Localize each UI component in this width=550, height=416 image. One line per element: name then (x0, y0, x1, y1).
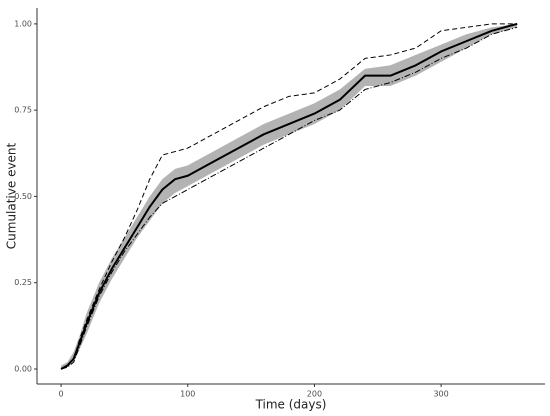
series-line (60, 26, 518, 370)
x-tick-label: 200 (307, 390, 322, 399)
series-line (60, 22, 518, 370)
x-axis-title: Time (days) (255, 398, 327, 412)
x-tick-label: 100 (180, 390, 195, 399)
x-tick-label: 300 (433, 390, 448, 399)
series-line (60, 23, 518, 370)
y-tick-label: 0.50 (14, 192, 32, 201)
x-tick-label: 0 (59, 390, 64, 399)
y-tick-label: 0.75 (14, 106, 32, 115)
y-axis-title: Cumulative event (5, 142, 19, 249)
y-tick-label: 0.25 (14, 278, 32, 287)
confidence-band (61, 23, 518, 369)
y-tick-label: 0.00 (14, 364, 32, 373)
y-tick-label: 1.00 (14, 19, 32, 28)
